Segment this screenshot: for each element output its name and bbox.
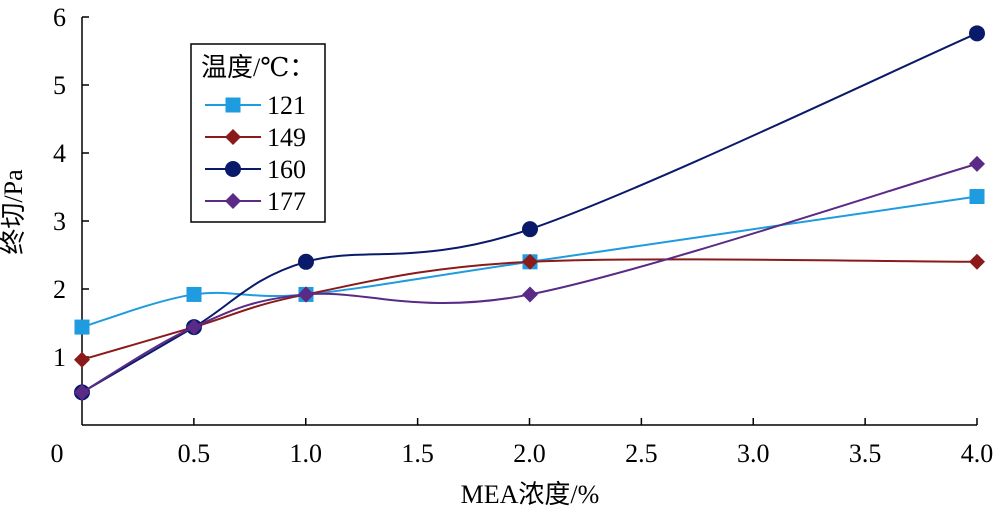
legend: 温度/℃： 121 149 160 177: [190, 43, 326, 223]
data-point-149: [522, 253, 538, 270]
legend-box: [190, 43, 326, 223]
y-tick-label: 1: [53, 343, 66, 372]
data-point-177: [969, 155, 985, 172]
y-axis-title: 终切/Pa: [0, 169, 28, 255]
legend-item-160: 160: [205, 155, 306, 184]
data-point-121: [969, 189, 985, 205]
x-tick-label: 2.5: [625, 439, 658, 468]
x-tick-label: 0.5: [178, 439, 211, 468]
series-149: [74, 253, 985, 368]
y-tick-label: 6: [53, 3, 66, 32]
data-point-160: [522, 221, 538, 238]
legend-label: 160: [267, 155, 306, 184]
legend-label: 121: [267, 91, 306, 120]
data-point-149: [74, 351, 90, 368]
axes: 1 2 3 4 5 6 0 0.5 1.0 1.5 2.0 2.5 3.0 3.5 4.0: [51, 3, 994, 468]
data-point-177: [186, 319, 202, 336]
data-point-160: [969, 25, 985, 42]
x-tick-label: 1.0: [290, 439, 323, 468]
series-line-160: [81, 32, 978, 394]
x-tick-label: 4.0: [961, 439, 994, 468]
data-point-121: [186, 286, 202, 302]
data-point-121: [74, 319, 90, 335]
legend-item-149: 149: [205, 123, 306, 152]
data-point-149: [969, 253, 985, 270]
series-line-149: [81, 258, 978, 361]
x-tick-label: 2.0: [513, 439, 546, 468]
data-point-160: [298, 253, 314, 270]
legend-title: 温度/℃：: [201, 53, 315, 82]
y-tick-label: 2: [53, 275, 66, 304]
legend-swatch-marker: [225, 193, 241, 209]
legend-label: 149: [267, 123, 306, 152]
y-tick-label: 5: [53, 71, 66, 100]
legend-item-177: 177: [205, 187, 306, 216]
data-point-177: [74, 384, 90, 401]
series-177: [74, 155, 985, 401]
x-tick-label: 1.5: [401, 439, 434, 468]
legend-swatch-marker: [225, 129, 241, 145]
y-tick-label: 4: [53, 139, 66, 168]
x-tick-label: 3.5: [849, 439, 882, 468]
y-tick-label: 3: [53, 207, 66, 236]
series-line-177: [81, 162, 978, 394]
x-tick-label: 3.0: [737, 439, 770, 468]
legend-label: 177: [267, 187, 306, 216]
data-point-177: [522, 286, 538, 303]
data-point-177: [298, 286, 314, 303]
x-axis-title: MEA浓度/%: [461, 480, 600, 509]
series-layer: [74, 25, 985, 401]
x-tick-label: 0: [51, 439, 64, 468]
legend-item-121: 121: [205, 91, 306, 120]
legend-swatch-marker: [225, 161, 241, 177]
legend-swatch-marker: [225, 97, 241, 113]
